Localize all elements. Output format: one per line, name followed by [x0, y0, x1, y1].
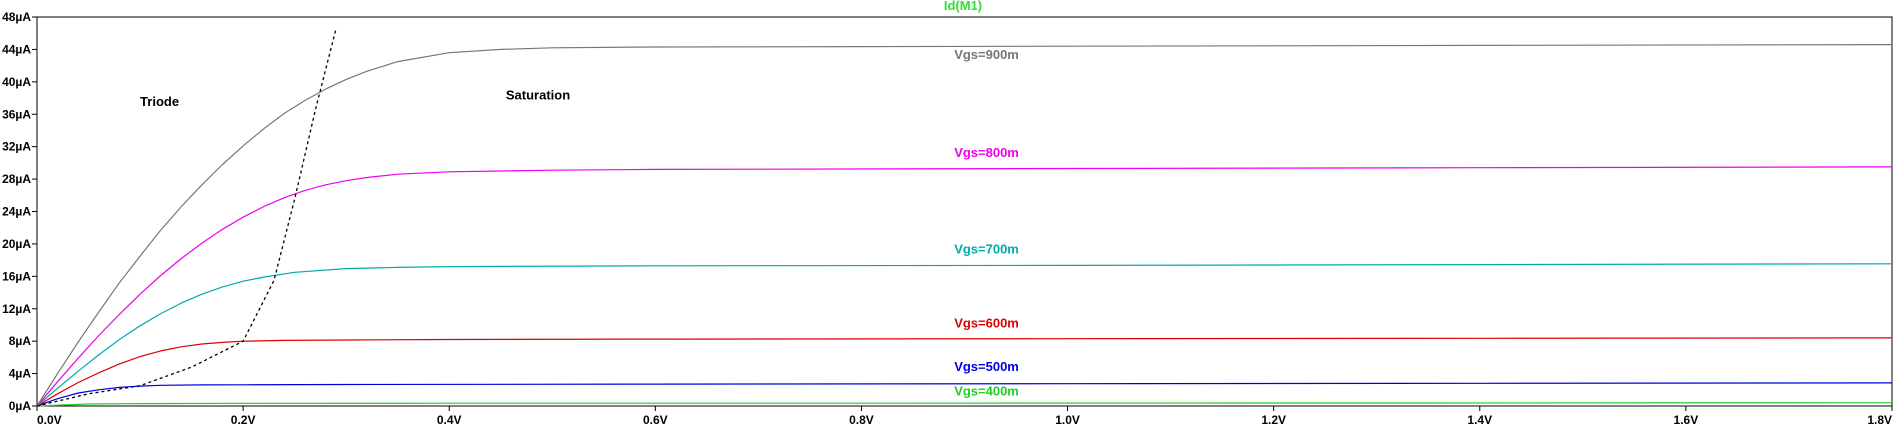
annotation-layer: Triode Saturation Vgs=900m Vgs=800m Vgs=700m…: [140, 47, 1019, 398]
x-tick-label: 1.8V: [1867, 413, 1892, 427]
y-tick-label: 20µA: [2, 237, 31, 251]
x-tick-label: 0.4V: [437, 413, 462, 427]
series-layer: [36, 29, 1893, 407]
x-tick-label: 1.0V: [1055, 413, 1080, 427]
x-tick-label: 1.6V: [1674, 413, 1699, 427]
y-tick-label: 16µA: [2, 269, 31, 283]
series-line-vgs-400m: [36, 402, 1893, 407]
x-tick-label: 0.8V: [849, 413, 874, 427]
annotation-vgs-400m: Vgs=400m: [954, 383, 1019, 398]
annotation-vgs-700m: Vgs=700m: [954, 242, 1019, 257]
series-line-vgs-500m: [36, 382, 1893, 407]
y-tick-label: 24µA: [2, 205, 31, 219]
y-tick-label: 8µA: [9, 334, 32, 348]
y-tick-label: 44µA: [2, 42, 31, 56]
x-tick-label: 0.2V: [231, 413, 256, 427]
x-tick-label: 0.6V: [643, 413, 668, 427]
chart-title: Id(M1): [944, 0, 982, 13]
series-line-vgs-600m: [36, 337, 1893, 407]
annotation-triode: Triode: [140, 94, 179, 109]
annotation-vgs-500m: Vgs=500m: [954, 359, 1019, 374]
series-line-vgs-800m: [36, 166, 1893, 407]
saturation-boundary-line: [36, 29, 337, 407]
y-tick-label: 32µA: [2, 140, 31, 154]
y-tick-label: 0µA: [9, 399, 32, 413]
y-tick-label: 36µA: [2, 107, 31, 121]
y-tick-label: 4µA: [9, 367, 32, 381]
x-tick-label: 1.2V: [1261, 413, 1286, 427]
annotation-vgs-800m: Vgs=800m: [954, 145, 1019, 160]
plot-frame: [36, 16, 1893, 407]
annotation-vgs-600m: Vgs=600m: [954, 315, 1019, 330]
x-tick-label: 1.4V: [1467, 413, 1492, 427]
tick-layer: 0µA 4µA 8µA 12µA 16µA 20µA 24µA 28µA 32µA 36µA 40µ…: [2, 10, 1893, 427]
y-tick-label: 12µA: [2, 302, 31, 316]
y-tick-label: 28µA: [2, 172, 31, 186]
y-tick-label: 48µA: [2, 10, 31, 24]
series-line-vgs-900m: [36, 43, 1893, 407]
y-tick-label: 40µA: [2, 75, 31, 89]
annotation-vgs-900m: Vgs=900m: [954, 47, 1019, 62]
x-tick-label: 0.0V: [37, 413, 62, 427]
series-line-vgs-700m: [36, 263, 1893, 407]
annotation-saturation: Saturation: [506, 88, 570, 103]
